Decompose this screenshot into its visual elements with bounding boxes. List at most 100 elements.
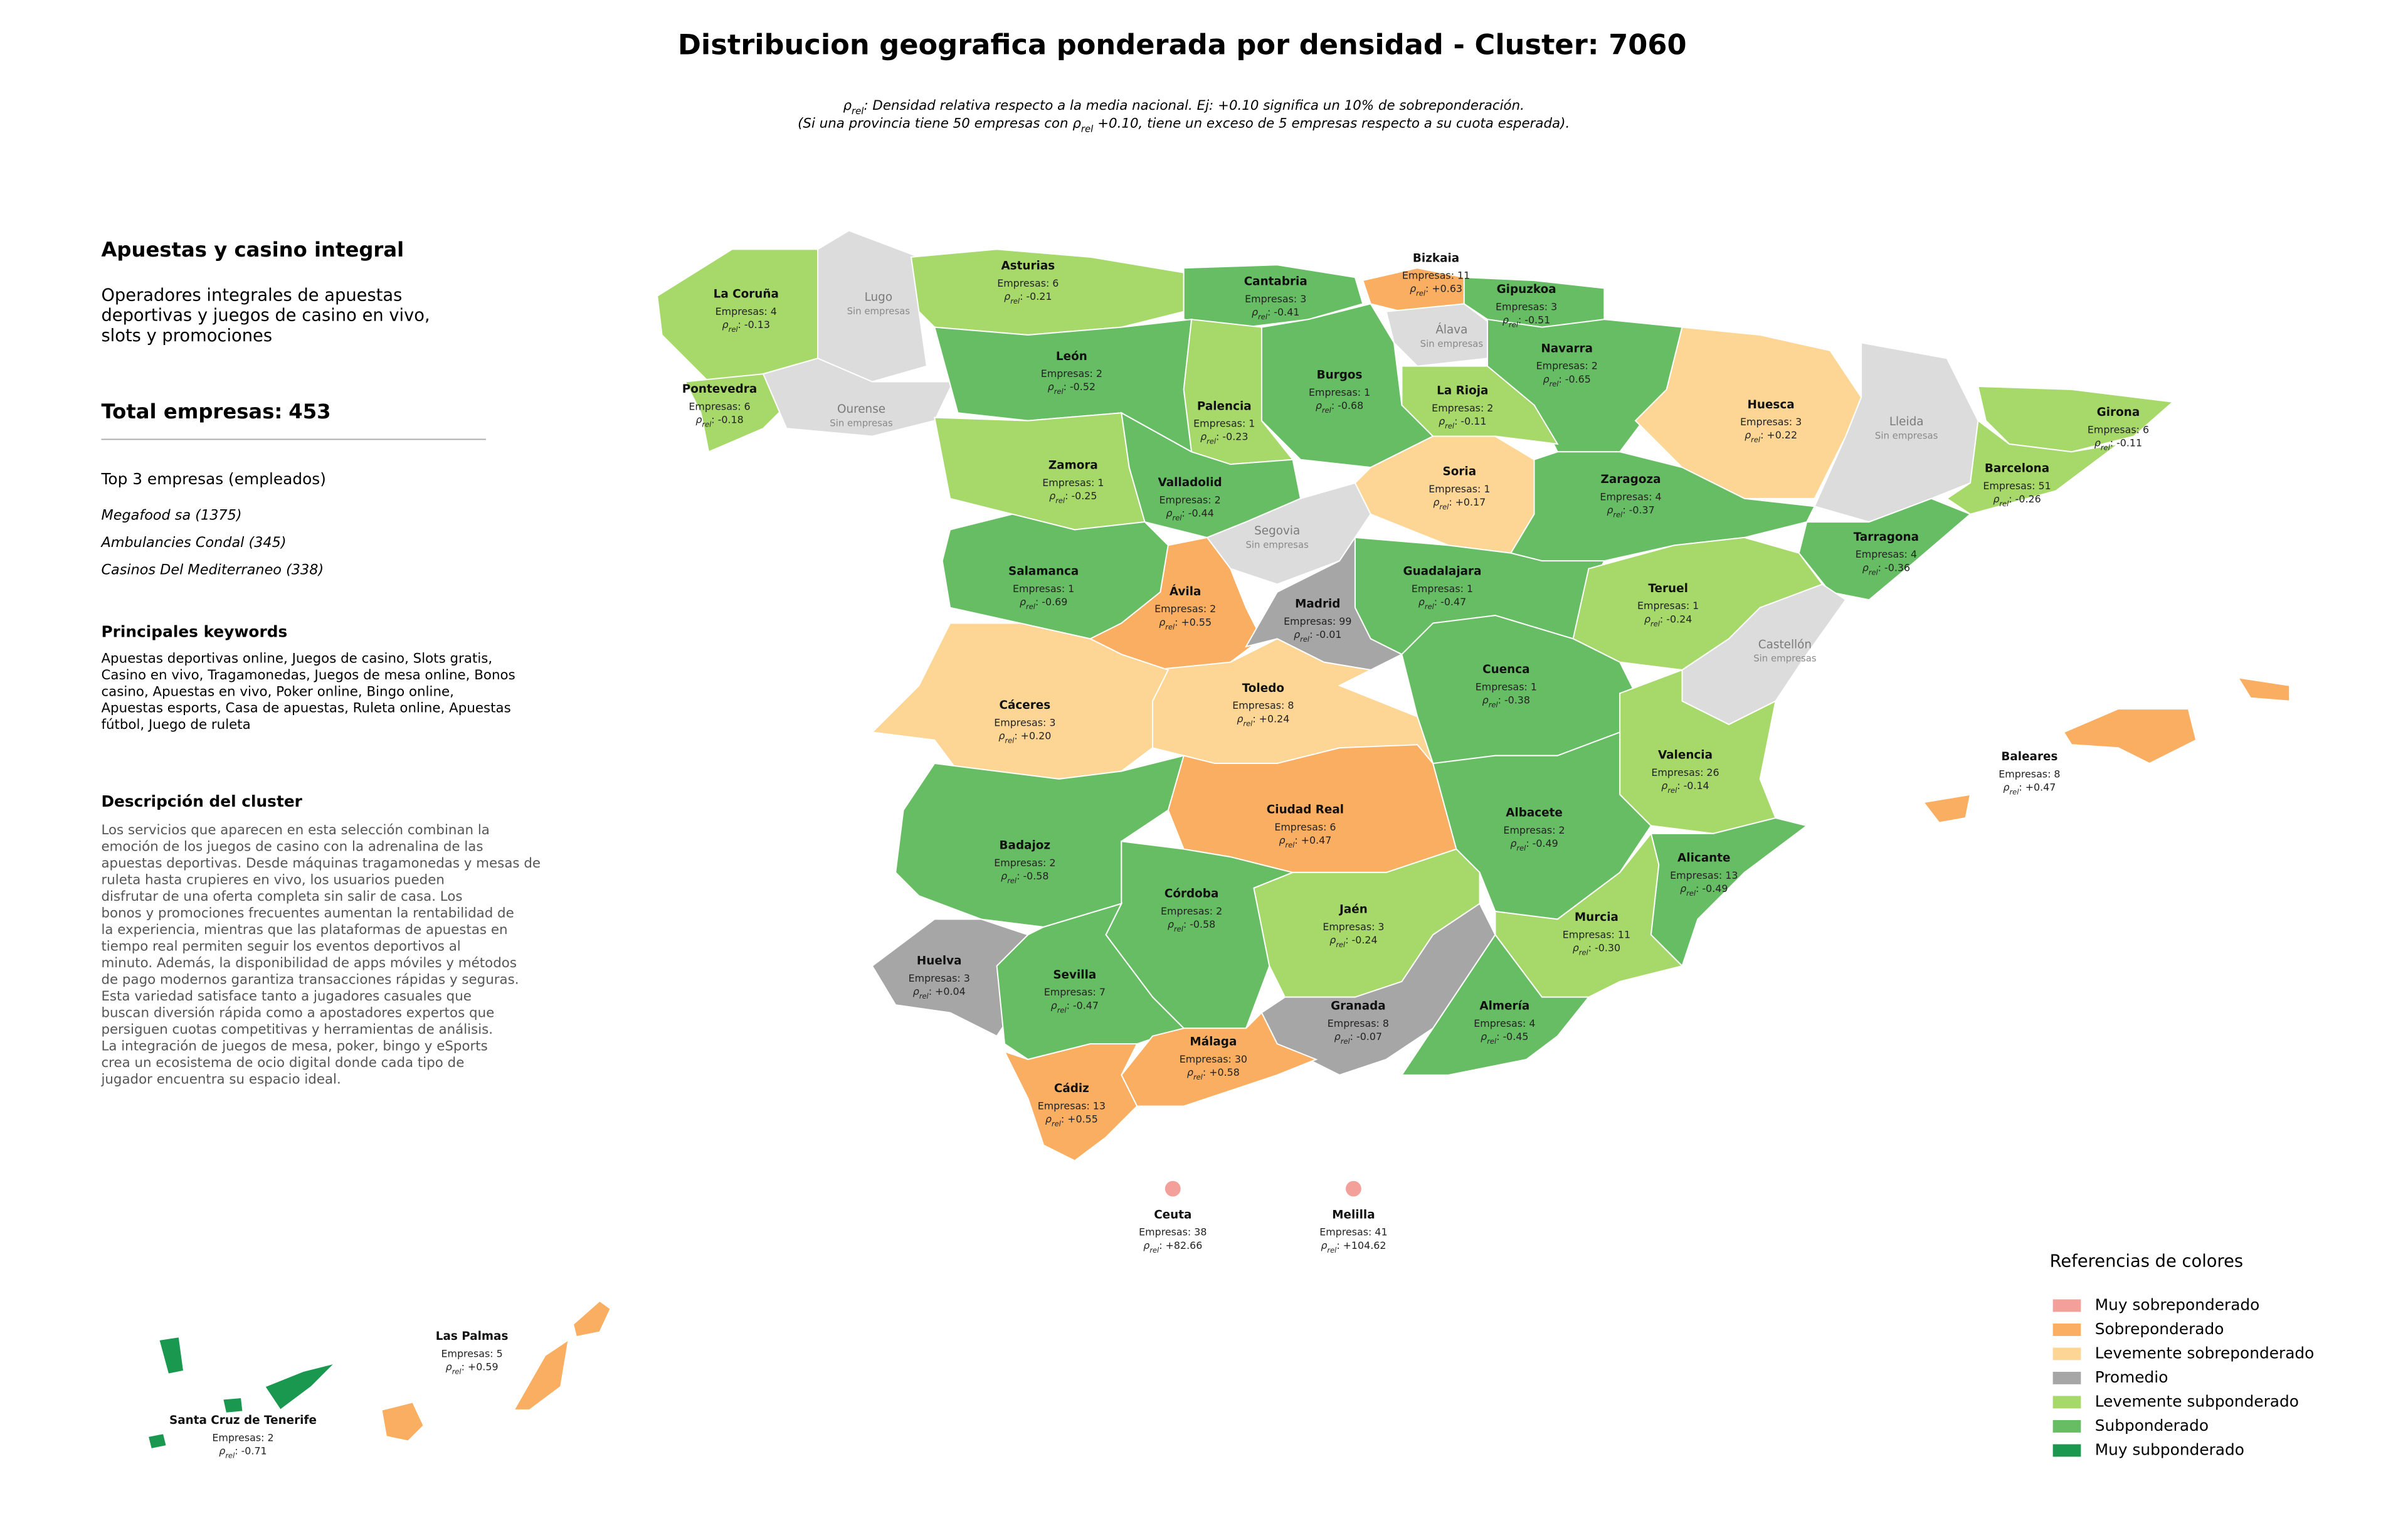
legend-swatch (2052, 1323, 2081, 1336)
province-name: Santa Cruz de Tenerife (169, 1414, 317, 1427)
rho-subscript: rel (1487, 1036, 1497, 1045)
province-empresas: Empresas: 13 (1038, 1100, 1106, 1112)
province-shape (221, 1396, 244, 1414)
empresas-value: 2 (1215, 494, 1221, 506)
legend-swatch (2052, 1396, 2081, 1409)
rho-symbol: ρ (1543, 373, 1550, 385)
empresas-prefix: Empresas: (1856, 548, 1908, 560)
keywords-line: Casino en vivo, Tragamonedas, Juegos de … (101, 667, 515, 683)
empresas-value: 30 (1235, 1053, 1247, 1064)
rho-separator: : (1454, 415, 1457, 427)
rho-value: -0.45 (1502, 1030, 1528, 1042)
province-rho: ρrel: -0.45 (1481, 1030, 1528, 1045)
rho-value: -0.65 (1565, 373, 1591, 385)
rho-value: +0.58 (1209, 1066, 1240, 1078)
rho-symbol: ρ (695, 413, 702, 425)
top-title: Top 3 empresas (empleados) (100, 470, 325, 488)
empresas-value: 1 (1467, 582, 1473, 594)
province-name: Córdoba (1164, 888, 1219, 901)
province-empresas: Empresas: 99 (1284, 615, 1351, 627)
description-line: emoción de los juegos de casino con la a… (101, 839, 483, 854)
province-name: Ourense (837, 403, 885, 416)
rho-subscript: rel (1174, 925, 1184, 933)
province-shape (1634, 326, 1862, 499)
empresas-prefix: Empresas: (1232, 699, 1284, 711)
rho-value: +0.47 (1301, 834, 1332, 846)
rho-value: -0.30 (1595, 942, 1620, 953)
province-empresas: Empresas: 1 (1428, 482, 1490, 494)
no-data-label: Sin empresas (847, 305, 911, 317)
province-rho: ρrel: +104.62 (1321, 1239, 1386, 1254)
empresas-value: 2 (1487, 401, 1493, 413)
rho-separator: : (929, 985, 932, 997)
figure-content: Distribucion geografica ponderada por de… (100, 29, 2314, 1460)
empresas-prefix: Empresas: (1041, 368, 1093, 379)
rho-separator: : (1760, 429, 1763, 441)
province-name: Toledo (1242, 682, 1284, 695)
rho-symbol: ρ (1745, 429, 1751, 441)
empresas-value: 8 (1383, 1017, 1389, 1029)
province-name: Pontevedra (682, 383, 757, 396)
province-name: Tarragona (1854, 531, 1919, 544)
rho-value: -0.52 (1070, 381, 1096, 393)
empresas-prefix: Empresas: (1038, 1100, 1090, 1112)
province-name: Segovia (1254, 524, 1300, 538)
province-name: Granada (1331, 1000, 1386, 1013)
province-empresas: Empresas: 2 (1536, 359, 1598, 371)
empresas-prefix: Empresas: (1536, 359, 1588, 371)
province-name: Soria (1443, 465, 1477, 479)
rho-separator: : (711, 413, 714, 425)
province-name: Barcelona (1985, 462, 2049, 475)
rho-subscript: rel (1007, 876, 1017, 885)
rho-symbol: ρ (1051, 999, 1057, 1011)
rho-subscript: rel (1165, 622, 1175, 631)
province-empresas: Empresas: 51 (1983, 479, 2051, 491)
rho-separator: : (1294, 834, 1297, 846)
empresas-value: 2 (1559, 824, 1565, 836)
rho-value: -0.18 (718, 413, 744, 425)
rho-subscript: rel (1005, 736, 1015, 745)
province-name: Álava (1435, 323, 1467, 337)
rho-symbol: ρ (1573, 942, 1579, 953)
province-name: Lleida (1889, 415, 1924, 428)
description-line: bonos y promociones frecuentes aumentan … (101, 905, 514, 921)
empresas-value: 6 (1329, 820, 1336, 832)
rho-value: -0.69 (1042, 595, 1067, 607)
note-text: +0.10, tiene un exceso de 5 empresas res… (1093, 115, 1570, 131)
rho-separator: : (1496, 1030, 1499, 1042)
rho-value: -0.14 (1684, 780, 1709, 792)
rho-subscript: rel (2101, 443, 2111, 452)
province-rho: ρrel: -0.23 (1200, 430, 1248, 445)
province-shape (1650, 817, 1809, 967)
province-name: Cáceres (999, 699, 1050, 712)
no-data-label: Sin empresas (1420, 338, 1484, 349)
province-name: Zaragoza (1601, 473, 1661, 486)
empresas-prefix: Empresas: (1740, 416, 1792, 428)
rho-value: -0.58 (1023, 870, 1048, 882)
empresas-value: 1 (1531, 681, 1537, 692)
legend-title: Referencias de colores (2050, 1251, 2243, 1271)
province-rho: ρrel: -0.47 (1418, 595, 1466, 610)
rho-subscript: rel (1489, 700, 1499, 709)
province-empresas: Empresas: 1 (1412, 582, 1473, 594)
empresas-prefix: Empresas: (1999, 768, 2051, 780)
rho-value: -0.01 (1316, 629, 1341, 640)
rho-subscript: rel (1650, 619, 1661, 628)
empresas-value: 51 (2038, 479, 2051, 491)
rho-subscript: rel (1425, 602, 1435, 610)
empresas-value: 6 (744, 400, 751, 412)
province-shape (512, 1338, 569, 1411)
empresas-value: 2 (1210, 603, 1216, 615)
province-rho: ρrel: +0.63 (1410, 282, 1462, 297)
legend-label: Promedio (2095, 1368, 2168, 1386)
province-shape (910, 248, 1185, 336)
empresas-prefix: Empresas: (1428, 482, 1481, 494)
rho-value: +0.47 (2025, 781, 2056, 793)
province-marker (1346, 1180, 1361, 1197)
rho-subscript: rel (1445, 421, 1455, 430)
rho-symbol: ρ (1049, 490, 1055, 502)
province-rho: ρrel: -0.69 (1020, 595, 1067, 610)
rho-symbol: ρ (1045, 1113, 1052, 1125)
rho-symbol: ρ (1993, 493, 1999, 505)
empresas-prefix: Empresas: (1503, 824, 1555, 836)
